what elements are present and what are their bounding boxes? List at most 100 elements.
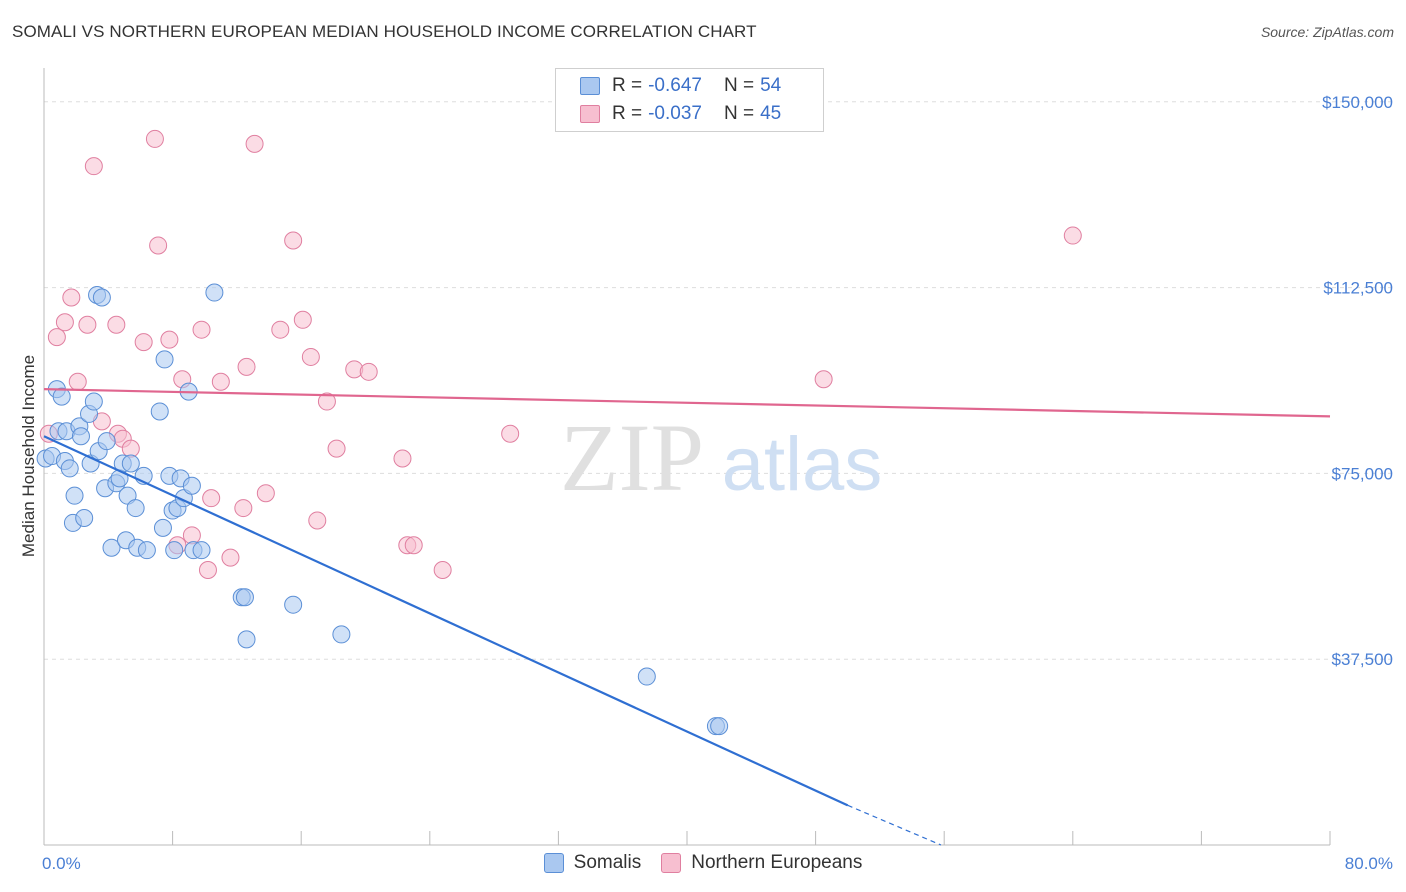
northern-point bbox=[47, 328, 66, 347]
northern-point bbox=[393, 449, 412, 468]
somali-point bbox=[165, 541, 184, 560]
somali-point bbox=[126, 499, 145, 518]
northern-point bbox=[221, 548, 240, 567]
somali-point bbox=[235, 588, 254, 607]
somalis-label: Somalis bbox=[573, 852, 642, 873]
somali-point bbox=[137, 541, 156, 560]
northern-point bbox=[62, 288, 81, 307]
northern-point bbox=[145, 129, 164, 148]
watermark: ZIP atlas bbox=[560, 404, 882, 511]
somali-r-value: -0.647 bbox=[648, 75, 702, 96]
somali-point bbox=[97, 432, 116, 451]
y-tick-label: $150,000 bbox=[1322, 93, 1393, 112]
somali-swatch bbox=[580, 77, 600, 95]
northern-point bbox=[814, 370, 833, 389]
northern-point bbox=[301, 347, 320, 366]
somali-point bbox=[284, 595, 303, 614]
somali-point bbox=[110, 469, 129, 488]
watermark-zip: ZIP bbox=[560, 404, 704, 511]
northern-point bbox=[160, 330, 179, 349]
somali-n-value: 54 bbox=[760, 75, 782, 96]
northern-point bbox=[501, 424, 520, 443]
somali-point bbox=[65, 486, 84, 505]
somali-point bbox=[102, 538, 121, 557]
northern-point bbox=[134, 333, 153, 352]
northern-point bbox=[84, 157, 103, 176]
northern-point bbox=[107, 315, 126, 334]
northern-point bbox=[237, 357, 256, 376]
somali-point bbox=[153, 518, 172, 537]
northern-point bbox=[293, 310, 312, 329]
somali-point bbox=[192, 541, 211, 560]
chart-title: SOMALI VS NORTHERN EUROPEAN MEDIAN HOUSE… bbox=[12, 22, 757, 41]
northern-n-label: N = bbox=[723, 103, 755, 124]
series-legend: Somalis Northern Europeans bbox=[0, 852, 1406, 874]
northern-point bbox=[211, 372, 230, 391]
somali-point bbox=[75, 508, 94, 527]
northern-point bbox=[359, 362, 378, 381]
chart-source: Source: ZipAtlas.com bbox=[1260, 24, 1394, 40]
legend-item-somalis[interactable]: Somalis bbox=[543, 852, 642, 874]
somali-point bbox=[60, 459, 79, 478]
stats-legend: R = -0.647 N = 54 R = -0.037 N = 45 bbox=[555, 68, 824, 132]
somali-point bbox=[710, 717, 729, 736]
somali-trend-extension bbox=[847, 804, 942, 846]
y-tick-label: $37,500 bbox=[1332, 650, 1393, 669]
trend-lines bbox=[43, 388, 1331, 846]
northern-point bbox=[308, 511, 327, 530]
northern-point bbox=[234, 499, 253, 518]
somali-point bbox=[52, 387, 71, 406]
watermark-atlas: atlas bbox=[722, 422, 883, 507]
somali-point bbox=[237, 630, 256, 649]
northern-point bbox=[68, 372, 87, 391]
northern-point bbox=[1063, 226, 1082, 245]
x-tick-label: 0.0% bbox=[42, 854, 81, 873]
northern-europeans-label: Northern Europeans bbox=[691, 852, 863, 873]
somalis-swatch bbox=[543, 853, 564, 873]
y-tick-labels: $37,500 $75,000 $112,500 $150,000 bbox=[1322, 93, 1393, 669]
somali-point bbox=[205, 283, 224, 302]
northern-r-label: R = bbox=[612, 103, 643, 124]
somali-n-label: N = bbox=[723, 75, 755, 96]
legend-item-northern-europeans[interactable]: Northern Europeans bbox=[661, 852, 862, 874]
northern-point bbox=[202, 489, 221, 508]
northern-europeans-swatch bbox=[661, 853, 682, 873]
somali-trend-line bbox=[43, 435, 849, 807]
legend-row-northern: R = -0.037 N = 45 bbox=[580, 101, 781, 127]
data-points bbox=[36, 129, 1082, 736]
somali-point bbox=[155, 350, 174, 369]
y-axis-title: Median Household Income bbox=[19, 355, 38, 557]
northern-point bbox=[149, 236, 168, 255]
northern-trend-line bbox=[43, 388, 1331, 418]
northern-point bbox=[256, 484, 275, 503]
somali-point bbox=[71, 427, 90, 446]
northern-point bbox=[198, 561, 217, 580]
x-tick-label: 80.0% bbox=[1345, 854, 1393, 873]
northern-point bbox=[55, 313, 74, 332]
legend-row-somali: R = -0.647 N = 54 bbox=[580, 73, 781, 99]
somali-point bbox=[121, 454, 140, 473]
somali-point bbox=[332, 625, 351, 644]
northern-point bbox=[78, 315, 97, 334]
somali-point bbox=[637, 667, 656, 686]
northern-r-value: -0.037 bbox=[648, 103, 702, 124]
northern-point bbox=[192, 320, 211, 339]
x-tick-labels: 0.0% 80.0% bbox=[42, 854, 1393, 873]
somali-point bbox=[150, 402, 169, 421]
northern-point bbox=[404, 536, 423, 555]
somali-point bbox=[84, 392, 103, 411]
somali-r-label: R = bbox=[612, 75, 643, 96]
northern-point bbox=[327, 439, 346, 458]
northern-point bbox=[317, 392, 336, 411]
somali-point bbox=[92, 288, 111, 307]
northern-point bbox=[245, 134, 264, 153]
northern-point bbox=[433, 561, 452, 580]
y-tick-label: $112,500 bbox=[1323, 279, 1393, 298]
northern-point bbox=[271, 320, 290, 339]
northern-point bbox=[182, 526, 201, 545]
northern-swatch bbox=[580, 105, 600, 123]
northern-point bbox=[284, 231, 303, 250]
somali-point bbox=[182, 476, 201, 495]
y-tick-label: $75,000 bbox=[1332, 464, 1393, 483]
